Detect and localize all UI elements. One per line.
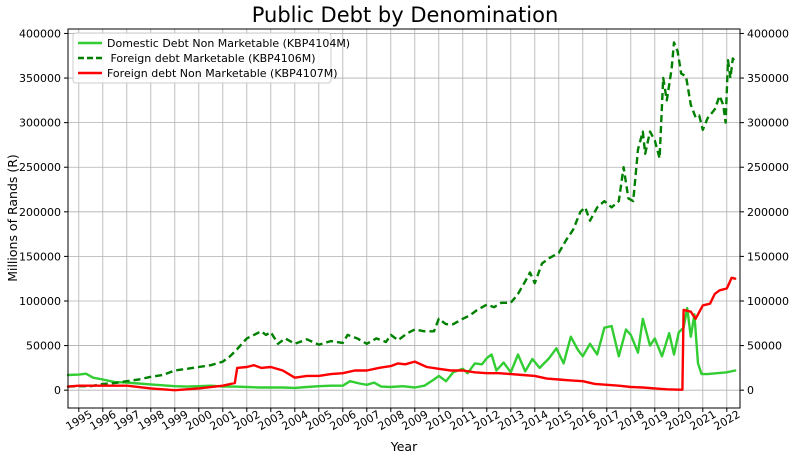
y-tick-label: 350000 — [19, 72, 61, 85]
right-y-tick-label: 250000 — [747, 161, 789, 174]
right-y-tick-label: 0 — [747, 384, 754, 397]
legend-label-domestic: Domestic Debt Non Marketable (KBP4104M) — [107, 37, 350, 50]
right-y-axis: 0 50000 100000 150000 200000 250000 300000 3500… — [740, 27, 789, 397]
y-tick-label: 200000 — [19, 206, 61, 219]
series-layer — [66, 41, 737, 392]
y-tick-label: 400000 — [19, 27, 61, 40]
legend-label-foreign-marketable: Foreign debt Marketable (KBP4106M) — [107, 52, 316, 65]
right-y-tick-label: 150000 — [747, 250, 789, 263]
y-axis-label: Millions of Rands (R) — [5, 154, 20, 282]
right-y-tick-label: 300000 — [747, 117, 789, 130]
y-tick-label: 0 — [54, 384, 61, 397]
left-y-axis: 0 50000 100000 150000 200000 250000 300000 3500… — [19, 27, 68, 397]
legend: Domestic Debt Non Marketable (KBP4104M) … — [72, 32, 350, 84]
x-axis-label: Year — [390, 439, 418, 454]
legend-label-foreign-nonmarketable: Foreign debt Non Marketable (KBP4107M) — [107, 67, 338, 80]
right-y-tick-label: 350000 — [747, 72, 789, 85]
y-tick-label: 250000 — [19, 161, 61, 174]
legend-box — [72, 32, 332, 84]
right-y-tick-label: 100000 — [747, 295, 789, 308]
right-y-tick-label: 50000 — [747, 340, 782, 353]
y-tick-label: 300000 — [19, 117, 61, 130]
right-y-tick-label: 400000 — [747, 27, 789, 40]
plot-area-frame — [67, 28, 741, 409]
chart-title: Public Debt by Denomination — [252, 3, 559, 27]
y-tick-label: 150000 — [19, 250, 61, 263]
series-line-foreign-non-marketable — [66, 276, 737, 392]
right-y-tick-label: 200000 — [747, 206, 789, 219]
y-tick-label: 100000 — [19, 295, 61, 308]
y-tick-label: 50000 — [26, 340, 61, 353]
